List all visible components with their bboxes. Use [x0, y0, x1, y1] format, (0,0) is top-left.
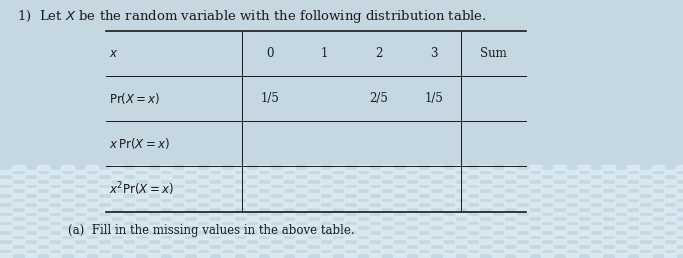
Text: $x$: $x$ [109, 47, 119, 60]
Text: 1: 1 [321, 47, 328, 60]
Text: 2: 2 [376, 47, 382, 60]
Text: 1/5: 1/5 [260, 92, 279, 105]
Text: 1/5: 1/5 [424, 92, 443, 105]
Text: $\mathrm{Pr}(X = x)$: $\mathrm{Pr}(X = x)$ [109, 91, 161, 106]
Text: 3: 3 [430, 47, 437, 60]
Text: (a)  Fill in the missing values in the above table.: (a) Fill in the missing values in the ab… [68, 224, 355, 237]
Text: $x^2\mathrm{Pr}(X = x)$: $x^2\mathrm{Pr}(X = x)$ [109, 180, 174, 198]
Text: 2/5: 2/5 [370, 92, 389, 105]
Text: Sum: Sum [480, 47, 507, 60]
Text: 1)  Let $X$ be the random variable with the following distribution table.: 1) Let $X$ be the random variable with t… [17, 8, 487, 25]
Text: $x\,\mathrm{Pr}(X = x)$: $x\,\mathrm{Pr}(X = x)$ [109, 136, 170, 151]
Text: 0: 0 [266, 47, 273, 60]
